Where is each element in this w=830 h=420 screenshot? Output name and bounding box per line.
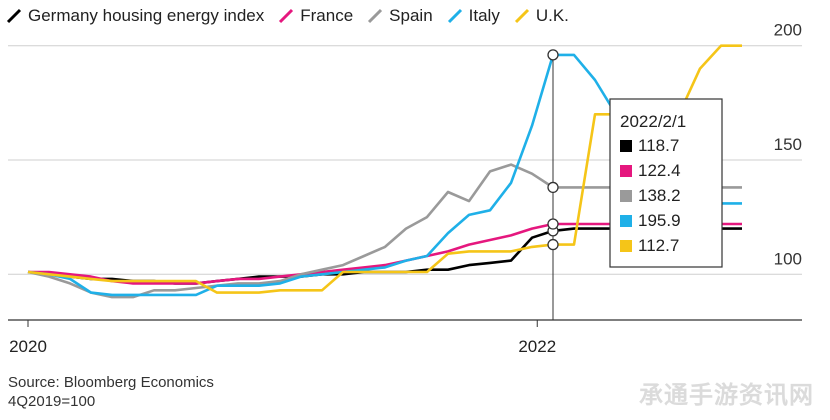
x-tick-label: 2022	[518, 337, 556, 356]
hover-point	[547, 238, 559, 251]
legend-swatch-icon	[514, 8, 529, 24]
legend-label: U.K.	[535, 6, 569, 25]
legend-item: Italy	[447, 6, 500, 26]
source-note: Source: Bloomberg Economics 4Q2019=100	[8, 373, 214, 411]
watermark: 承通手游资讯网	[639, 381, 814, 409]
legend-swatch-icon	[447, 8, 462, 24]
legend-item: France	[278, 6, 353, 26]
x-tick-label: 2020	[9, 337, 47, 356]
tooltip-swatch	[620, 140, 632, 152]
tooltip-value: 195.9	[638, 211, 681, 230]
y-tick-label: 200	[774, 21, 802, 40]
legend-label: France	[300, 6, 354, 25]
y-tick-label: 100	[774, 249, 802, 268]
tooltip-value: 112.7	[638, 236, 679, 255]
legend-swatch-icon	[6, 8, 22, 24]
chart-legend: Germany housing energy index France Spain I…	[6, 6, 583, 26]
legend-label: Germany housing energy index	[28, 6, 265, 25]
legend-item: Spain	[367, 6, 433, 26]
legend-label: Spain	[389, 6, 433, 25]
base-period-note: 4Q2019=100	[8, 393, 96, 410]
legend-swatch-icon	[279, 8, 294, 24]
tooltip-box	[609, 98, 723, 268]
legend-item: Germany housing energy index	[6, 6, 264, 26]
tooltip-swatch	[620, 240, 632, 252]
tooltip-value: 118.7	[638, 136, 679, 155]
tooltip-swatch	[620, 190, 632, 202]
tooltip-value: 138.2	[638, 186, 681, 205]
tooltip-swatch	[620, 165, 632, 177]
tooltip-swatch	[620, 215, 632, 227]
legend-item: U.K.	[514, 6, 569, 26]
legend-label: Italy	[468, 6, 500, 25]
tooltip-value: 122.4	[638, 161, 681, 180]
hover-point	[547, 49, 559, 61]
source-line: Source: Bloomberg Economics	[8, 374, 214, 391]
hover-point	[547, 181, 559, 194]
tooltip-date: 2022/2/1	[620, 112, 686, 131]
legend-swatch-icon	[368, 8, 383, 24]
y-tick-label: 150	[774, 135, 802, 154]
hover-point	[547, 218, 559, 230]
